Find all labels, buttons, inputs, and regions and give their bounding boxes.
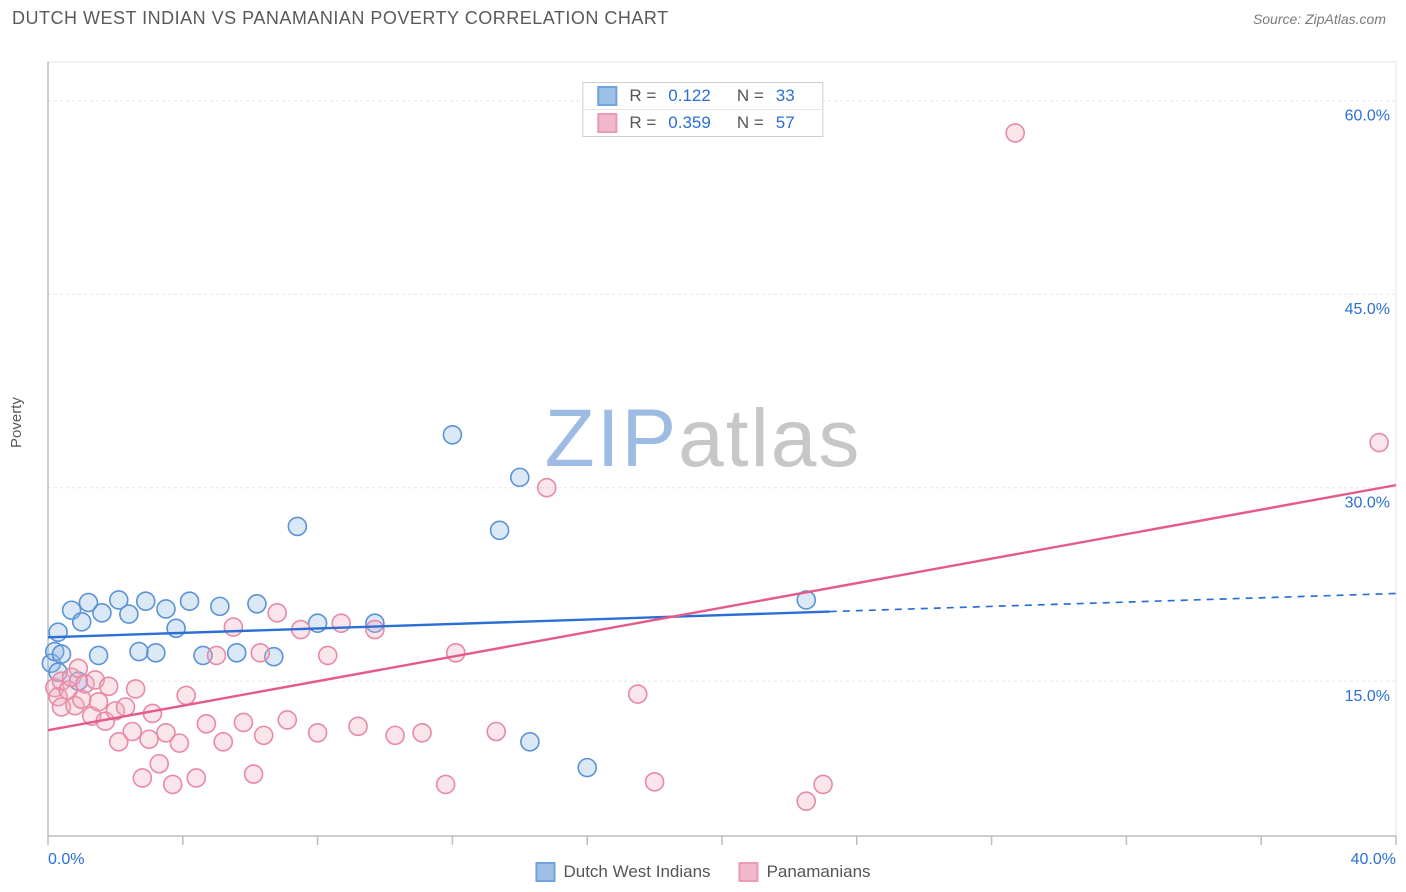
chart-area: Poverty 15.0%30.0%45.0%60.0%0.0%40.0% ZI… [0, 38, 1406, 892]
legend-swatch-dutch [597, 86, 617, 106]
svg-text:30.0%: 30.0% [1345, 495, 1390, 512]
svg-text:45.0%: 45.0% [1345, 301, 1390, 318]
svg-text:40.0%: 40.0% [1351, 851, 1396, 868]
n-value-dutch: 33 [776, 86, 795, 106]
legend-label-dutch: Dutch West Indians [563, 862, 710, 882]
r-label: R = [629, 113, 656, 133]
source-attribution: Source: ZipAtlas.com [1253, 11, 1386, 27]
legend-swatch-pan [597, 113, 617, 133]
r-label: R = [629, 86, 656, 106]
legend-swatch-pan-b [739, 862, 759, 882]
correlation-legend: R = 0.122 N = 33 R = 0.359 N = 57 [582, 82, 823, 137]
svg-text:15.0%: 15.0% [1345, 688, 1390, 705]
n-label: N = [737, 113, 764, 133]
legend-item-dutch: Dutch West Indians [535, 862, 710, 882]
svg-text:60.0%: 60.0% [1345, 108, 1390, 125]
legend-item-pan: Panamanians [739, 862, 871, 882]
n-label: N = [737, 86, 764, 106]
series-legend: Dutch West Indians Panamanians [535, 862, 870, 882]
scatter-chart-svg: 15.0% 30.0% 45.0% 60.0% 0.0% 40.0% [0, 38, 1406, 892]
legend-swatch-dutch-b [535, 862, 555, 882]
y-axis-label: Poverty [8, 397, 25, 448]
r-value-pan: 0.359 [668, 113, 711, 133]
r-value-dutch: 0.122 [668, 86, 711, 106]
legend-row-dutch: R = 0.122 N = 33 [583, 83, 822, 109]
legend-label-pan: Panamanians [767, 862, 871, 882]
n-value-pan: 57 [776, 113, 795, 133]
svg-text:0.0%: 0.0% [48, 851, 84, 868]
chart-title: DUTCH WEST INDIAN VS PANAMANIAN POVERTY … [12, 8, 669, 29]
chart-header: DUTCH WEST INDIAN VS PANAMANIAN POVERTY … [0, 0, 1406, 33]
legend-row-pan: R = 0.359 N = 57 [583, 109, 822, 136]
